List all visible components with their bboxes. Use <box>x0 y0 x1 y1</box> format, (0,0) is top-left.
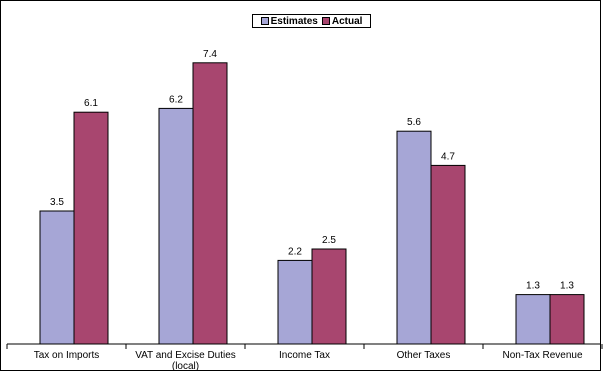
bar-estimates-3 <box>396 130 432 345</box>
data-label-estimates-1: 6.2 <box>169 94 183 105</box>
bar-actual-3 <box>430 164 466 345</box>
category-label-4: Non-Tax Revenue <box>502 350 582 361</box>
category-label-2: Income Tax <box>279 350 330 361</box>
bar-estimates-4 <box>515 294 551 345</box>
bar-actual-1 <box>192 62 228 345</box>
data-label-estimates-4: 1.3 <box>526 281 540 292</box>
data-label-estimates-2: 2.2 <box>288 246 302 257</box>
legend-swatch-actual <box>321 17 330 25</box>
legend-swatch-estimates <box>260 17 269 25</box>
category-label-1: VAT and Excise Duties <box>135 350 236 361</box>
data-label-estimates-3: 5.6 <box>407 117 421 128</box>
category-label-0: Tax on Imports <box>34 350 100 361</box>
category-label-3: Other Taxes <box>397 350 451 361</box>
bar-estimates-0 <box>39 210 75 345</box>
bar-actual-0 <box>73 111 109 345</box>
data-label-estimates-0: 3.5 <box>50 197 64 208</box>
bar-estimates-2 <box>277 259 313 345</box>
category-label-1-line2: (local) <box>172 361 199 372</box>
data-label-actual-2: 2.5 <box>322 235 336 246</box>
bar-actual-2 <box>311 248 347 345</box>
data-label-actual-3: 4.7 <box>441 151 455 162</box>
legend-label-estimates: Estimates <box>270 15 318 27</box>
legend-item-actual: Actual <box>321 15 363 27</box>
bar-estimates-1 <box>158 107 194 345</box>
bar-actual-4 <box>549 294 585 345</box>
legend-label-actual: Actual <box>331 15 363 27</box>
data-label-actual-1: 7.4 <box>203 49 217 60</box>
data-label-actual-0: 6.1 <box>84 98 98 109</box>
legend: Estimates Actual <box>252 14 371 28</box>
legend-item-estimates: Estimates <box>260 15 318 27</box>
data-label-actual-4: 1.3 <box>560 281 574 292</box>
